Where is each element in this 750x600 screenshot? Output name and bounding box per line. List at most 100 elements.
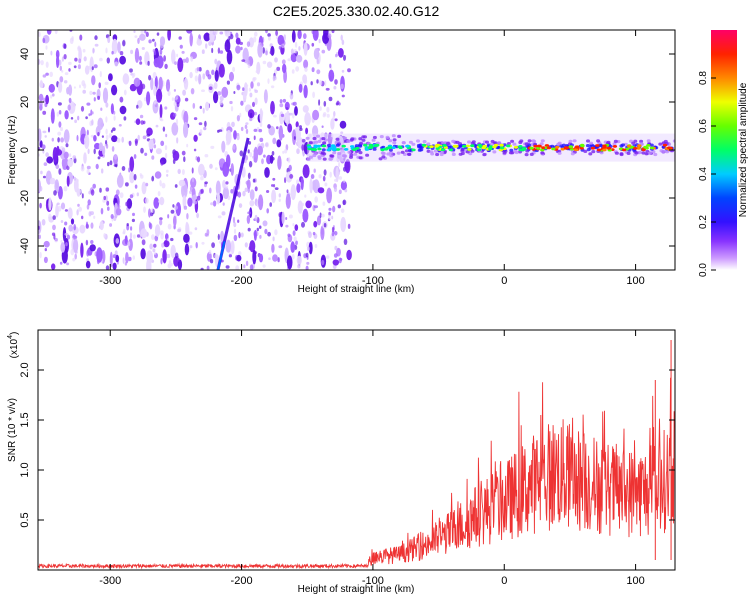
spectrogram-noise-dot <box>38 185 43 192</box>
signal-dot <box>591 150 596 154</box>
spectrogram-noise-dot <box>134 35 138 38</box>
spectrogram-noise-dot <box>291 30 296 43</box>
signal-dot <box>392 138 397 142</box>
signal-core-dot <box>540 148 545 152</box>
spectrogram-noise-dot <box>270 85 275 89</box>
spectrogram-noise-dot <box>98 142 103 152</box>
spectrogram-noise-dot <box>230 163 234 176</box>
signal-core-dot <box>341 144 346 148</box>
spectrogram-noise-dot <box>105 128 108 135</box>
spectrogram-noise-dot <box>343 54 346 61</box>
spectrogram-noise-dot <box>140 228 148 239</box>
spectrogram-noise-dot <box>272 177 276 181</box>
spectrogram-noise-dot <box>129 194 134 199</box>
spectrogram-noise-dot <box>205 43 208 49</box>
spectrogram-noise-dot <box>139 114 144 119</box>
snr-y-tick-label: 2.0 <box>19 362 31 377</box>
spectrogram-noise-dot <box>275 30 278 36</box>
spectrogram-noise-dot <box>116 174 124 188</box>
spectrogram-noise-dot <box>165 79 171 92</box>
spectrogram-noise-dot <box>271 189 277 204</box>
spectrogram-noise-dot <box>336 100 340 105</box>
spectrogram-noise-dot <box>298 46 301 51</box>
spectrogram-noise-dot <box>41 144 46 150</box>
spectrogram-noise-dot <box>299 127 303 131</box>
spectrogram-noise-dot <box>119 55 126 65</box>
spectrogram-noise-dot <box>221 86 229 98</box>
spectrogram-noise-dot <box>76 134 79 142</box>
spectrogram-noise-dot <box>255 70 259 74</box>
spectrogram-noise-dot <box>111 135 118 143</box>
spectrogram-noise-dot <box>203 32 211 42</box>
spectrogram-x-tick-label: -100 <box>362 275 384 287</box>
spectrogram-noise-dot <box>329 171 332 178</box>
spectrogram-noise-dot <box>245 128 249 135</box>
spectrogram-noise-dot <box>245 180 249 185</box>
signal-dot <box>312 153 317 158</box>
spectrogram-noise-dot <box>311 42 315 47</box>
spectrogram-noise-dot <box>247 64 251 69</box>
spectrogram-noise-dot <box>326 187 332 204</box>
spectrogram-noise-dot <box>70 248 75 256</box>
spectrogram-noise-dot <box>326 113 330 118</box>
spectrogram-noise-dot <box>149 243 153 250</box>
spectrogram-noise-dot <box>339 257 343 261</box>
spectrogram-noise-dot <box>154 171 162 179</box>
spectrogram-noise-dot <box>164 145 168 151</box>
spectrogram-noise-dot <box>154 101 157 105</box>
spectrogram-noise-dot <box>189 71 193 79</box>
spectrogram-noise-dot <box>236 133 240 141</box>
spectrogram-noise-dot <box>294 41 298 48</box>
spectrogram-noise-dot <box>288 164 292 172</box>
spectrogram-noise-dot <box>91 119 94 126</box>
spectrogram-noise-dot <box>301 144 305 151</box>
signal-dot <box>353 152 358 156</box>
signal-dot <box>358 151 363 155</box>
colorbar: 0.0 0.2 0.4 0.6 0.8 Normalized spectral ampl… <box>698 30 749 277</box>
spectrogram-noise-dot <box>229 71 234 82</box>
spectrogram-noise-dot <box>249 92 253 98</box>
spectrogram-noise-dot <box>145 182 149 187</box>
spectrogram-noise-dot <box>159 49 163 55</box>
spectrogram-noise-dot <box>84 65 90 75</box>
signal-core-dot <box>369 145 374 149</box>
spectrogram-noise-dot <box>231 121 235 128</box>
spectrogram-noise-dot <box>45 72 49 76</box>
spectrogram-noise-dot <box>214 167 218 171</box>
spectrogram-noise-dot <box>285 224 289 228</box>
spectrogram-noise-dot <box>141 181 147 195</box>
spectrogram-noise-dot <box>270 45 275 56</box>
spectrogram-noise-dot <box>342 199 347 206</box>
spectrogram-noise-dot <box>151 155 155 160</box>
spectrogram-noise-dot <box>160 258 163 265</box>
spectrogram-noise-dot <box>98 82 101 89</box>
spectrogram-noise-dot <box>246 59 250 65</box>
spectrogram-noise-dot <box>282 150 285 154</box>
signal-dot <box>539 142 544 146</box>
signal-core-dot <box>602 148 607 152</box>
spectrogram-noise-dot <box>328 96 333 102</box>
spectrogram-noise-dot <box>292 112 295 119</box>
signal-dot <box>305 136 310 140</box>
spectrogram-noise-dot <box>97 132 100 137</box>
spectrogram-noise-dot <box>77 203 80 207</box>
spectrogram-noise-dot <box>347 223 351 229</box>
spectrogram-noise-dot <box>133 77 141 87</box>
spectrogram-noise-dot <box>219 95 224 102</box>
spectrogram-noise-dot <box>249 152 253 158</box>
spectrogram-noise-dot <box>56 111 59 117</box>
spectrogram-noise-dot <box>288 214 293 219</box>
spectrogram-noise-dot <box>60 202 66 210</box>
spectrogram-noise-dot <box>152 71 157 79</box>
spectrogram-noise-dot <box>102 145 106 156</box>
spectrogram-noise-dot <box>69 153 72 158</box>
spectrogram-noise-dot <box>211 47 214 54</box>
signal-core-dot <box>621 148 627 152</box>
spectrogram-noise-dot <box>236 254 242 262</box>
spectrogram-noise-dot <box>165 169 169 173</box>
spectrogram-noise-dot <box>323 223 327 228</box>
spectrogram-noise-dot <box>60 242 66 253</box>
spectrogram-noise-dot <box>148 74 152 81</box>
signal-dot <box>619 152 624 157</box>
spectrogram-noise-dot <box>340 131 344 135</box>
